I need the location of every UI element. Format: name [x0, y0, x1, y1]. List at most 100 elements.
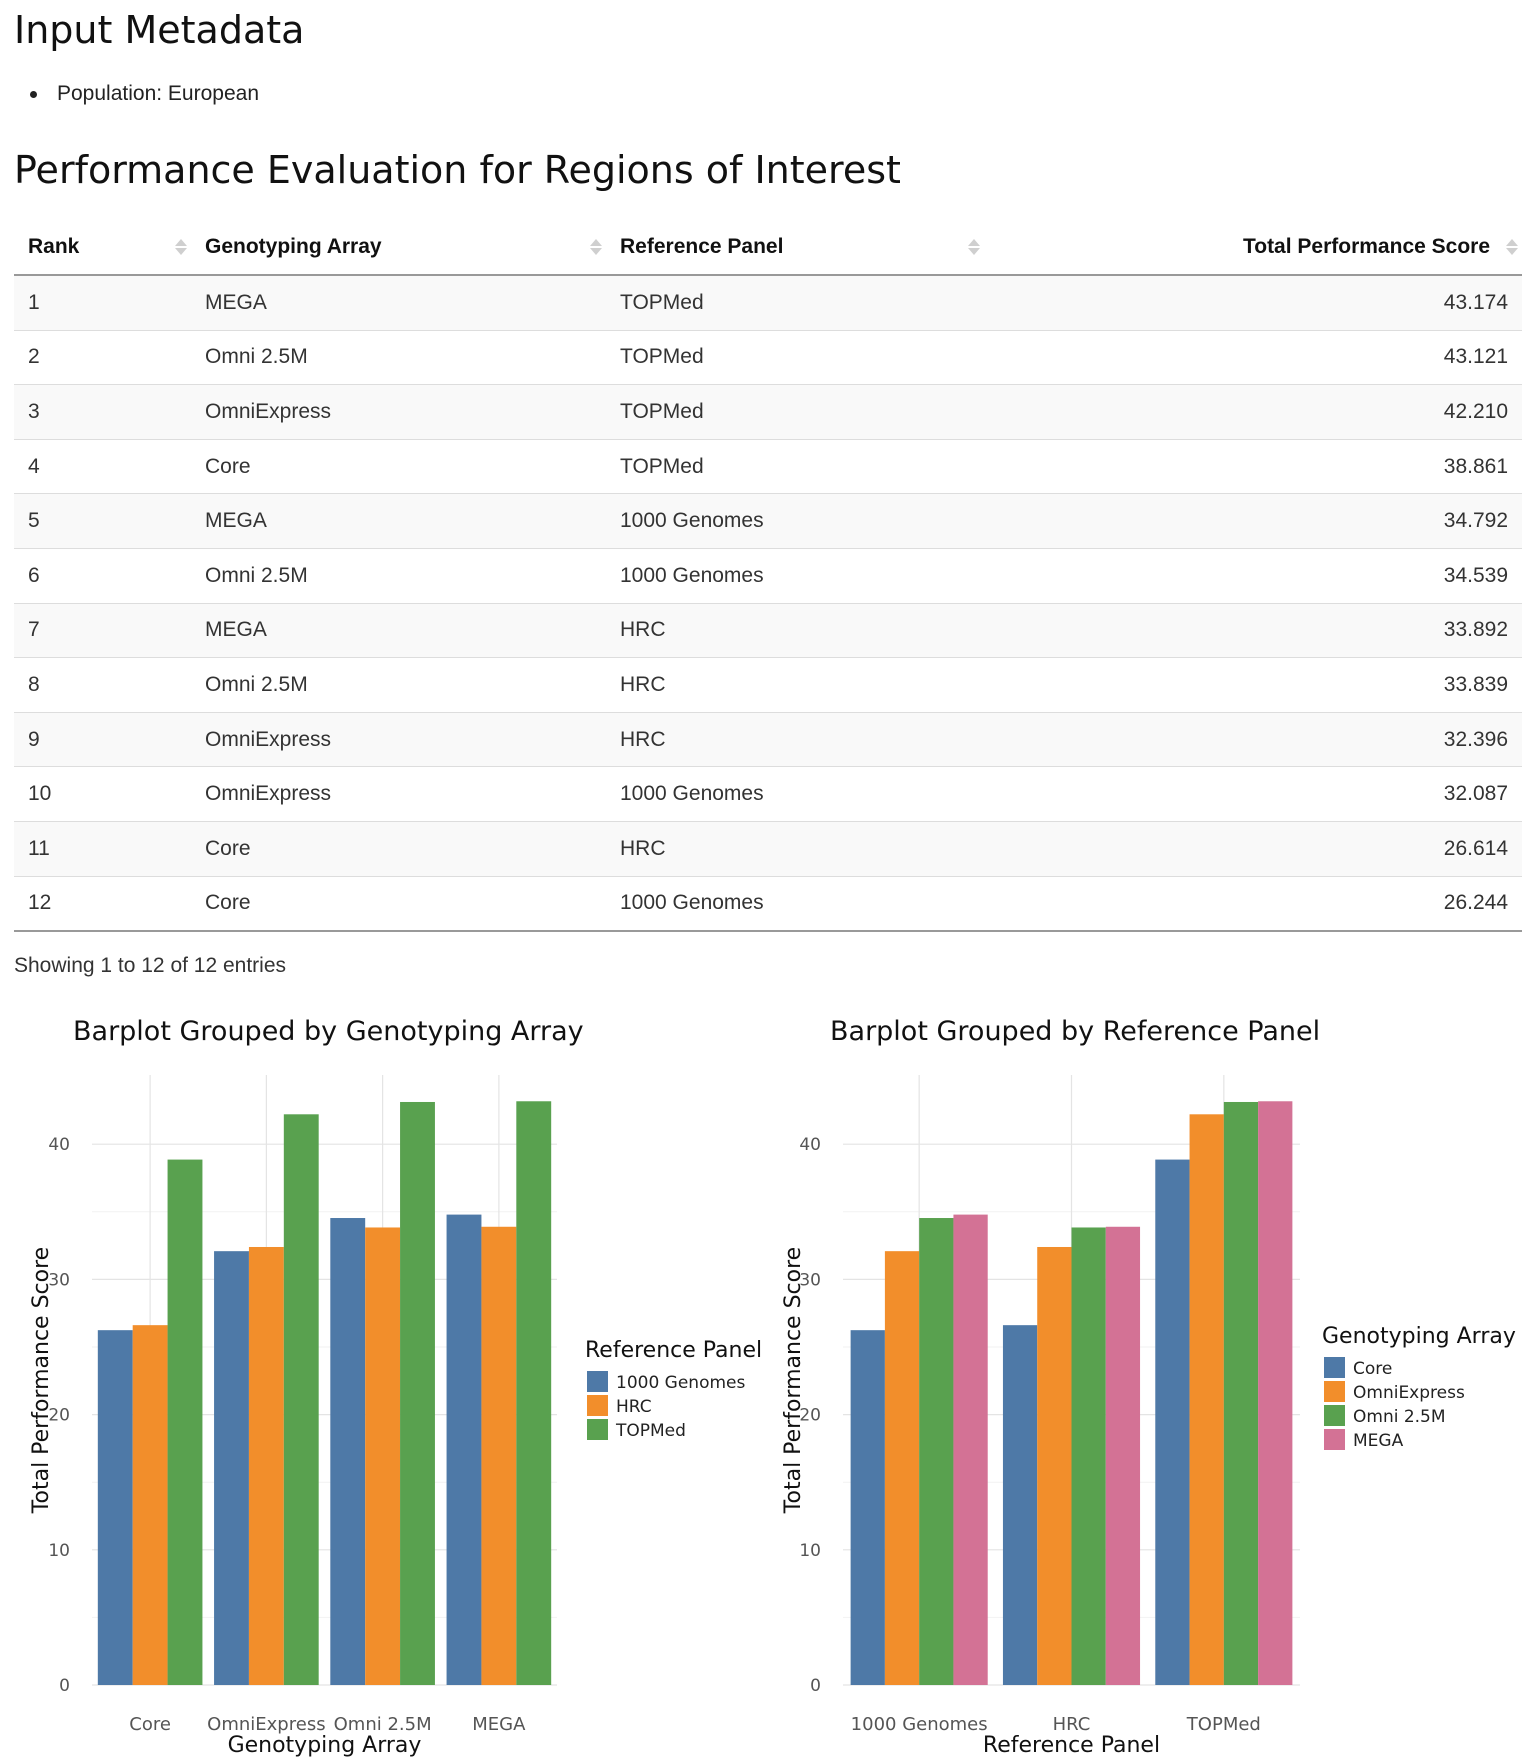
y-axis-label: Total Performance Score	[781, 1247, 806, 1514]
legend-entry: OmniExpress	[1353, 1383, 1465, 1403]
sort-icon	[968, 239, 980, 255]
y-tick-label: 40	[799, 1135, 821, 1155]
table-info: Showing 1 to 12 of 12 entries	[14, 954, 287, 977]
table-row: 7 MEGA HRC 33.892	[14, 603, 1522, 659]
table-header-row: Rank Genotyping Array Reference Panel To…	[14, 220, 1522, 276]
cell-total-performance-score: 32.396	[984, 712, 1522, 768]
column-header-label: Reference Panel	[620, 235, 784, 258]
legend-entry: TOPMed	[615, 1421, 686, 1441]
cell-total-performance-score: 43.121	[984, 330, 1522, 386]
bar	[132, 1325, 168, 1685]
legend-entry: Core	[1353, 1359, 1392, 1379]
cell-reference-panel: 1000 Genomes	[606, 766, 984, 822]
column-header-total-performance-score[interactable]: Total Performance Score	[984, 220, 1522, 276]
legend-swatch	[587, 1419, 608, 1440]
cell-rank: 7	[14, 603, 191, 659]
cell-reference-panel: TOPMed	[606, 275, 984, 331]
y-tick-label: 40	[48, 1135, 70, 1155]
cell-genotyping-array: Omni 2.5M	[191, 548, 606, 604]
y-tick-label: 20	[799, 1406, 821, 1426]
legend-entry: HRC	[616, 1397, 652, 1417]
cell-total-performance-score: 34.539	[984, 548, 1522, 604]
bar	[400, 1101, 435, 1685]
y-axis-label: Total Performance Score	[29, 1247, 54, 1514]
table-row: 3 OmniExpress TOPMed 42.210	[14, 384, 1522, 440]
cell-reference-panel: TOPMed	[606, 330, 984, 386]
sort-icon	[1506, 239, 1518, 255]
cell-total-performance-score: 42.210	[984, 384, 1522, 440]
cell-reference-panel: HRC	[606, 712, 984, 768]
cell-reference-panel: TOPMed	[606, 439, 984, 495]
column-header-genotyping-array[interactable]: Genotyping Array	[191, 220, 606, 276]
cell-genotyping-array: Core	[191, 821, 606, 877]
x-axis-label: Reference Panel	[983, 1733, 1160, 1758]
legend-entry: Omni 2.5M	[1353, 1407, 1446, 1427]
bar	[850, 1330, 885, 1685]
cell-total-performance-score: 26.614	[984, 821, 1522, 877]
column-header-reference-panel[interactable]: Reference Panel	[606, 220, 984, 276]
bar	[1223, 1101, 1259, 1685]
x-tick-label: HRC	[1053, 1714, 1091, 1735]
x-tick-label: OmniExpress	[207, 1714, 325, 1735]
bar	[97, 1330, 133, 1685]
performance-heading: Performance Evaluation for Regions of In…	[14, 148, 901, 192]
bar	[481, 1226, 517, 1685]
cell-genotyping-array: Omni 2.5M	[191, 330, 606, 386]
sort-icon	[175, 239, 187, 255]
bar	[1105, 1226, 1141, 1685]
metadata-item: Population: European	[30, 82, 259, 106]
bar	[884, 1251, 920, 1685]
bar	[516, 1101, 552, 1685]
legend-swatch	[1324, 1405, 1345, 1426]
cell-reference-panel: 1000 Genomes	[606, 493, 984, 549]
legend-entry: MEGA	[1353, 1431, 1404, 1451]
table-row: 1 MEGA TOPMed 43.174	[14, 275, 1522, 331]
chart-title: Barplot Grouped by Genotyping Array	[73, 1016, 584, 1047]
cell-genotyping-array: MEGA	[191, 275, 606, 331]
bar	[283, 1114, 319, 1685]
cell-rank: 11	[14, 821, 191, 877]
bar	[1189, 1114, 1224, 1685]
cell-total-performance-score: 26.244	[984, 876, 1522, 933]
table-row: 5 MEGA 1000 Genomes 34.792	[14, 493, 1522, 549]
cell-total-performance-score: 33.892	[984, 603, 1522, 659]
table-row: 4 Core TOPMed 38.861	[14, 439, 1522, 495]
cell-genotyping-array: OmniExpress	[191, 712, 606, 768]
x-axis-label: Genotyping Array	[228, 1733, 422, 1758]
bar	[1258, 1101, 1293, 1685]
cell-reference-panel: 1000 Genomes	[606, 876, 984, 933]
table-row: 11 Core HRC 26.614	[14, 821, 1522, 877]
bar	[919, 1218, 954, 1685]
metadata-heading: Input Metadata	[14, 8, 305, 52]
bar	[1071, 1227, 1106, 1685]
legend-entry: 1000 Genomes	[616, 1373, 745, 1393]
cell-rank: 6	[14, 548, 191, 604]
cell-total-performance-score: 33.839	[984, 657, 1522, 713]
legend-swatch	[1324, 1357, 1345, 1378]
y-tick-label: 10	[48, 1541, 70, 1561]
column-header-label: Rank	[28, 235, 80, 258]
table-row: 12 Core 1000 Genomes 26.244	[14, 876, 1522, 933]
cell-genotyping-array: Omni 2.5M	[191, 657, 606, 713]
cell-reference-panel: HRC	[606, 603, 984, 659]
bar	[1037, 1246, 1072, 1685]
performance-table: Rank Genotyping Array Reference Panel To…	[14, 220, 1522, 933]
bar	[248, 1246, 284, 1685]
bar	[365, 1227, 401, 1685]
cell-total-performance-score: 32.087	[984, 766, 1522, 822]
barplot-by-genotyping-array: Core OmniExpress Omni 2.5M MEGA 0 10 20 30 40 Bar…	[29, 1016, 762, 1758]
cell-reference-panel: TOPMed	[606, 384, 984, 440]
legend-title: Genotyping Array	[1322, 1324, 1516, 1349]
cell-rank: 9	[14, 712, 191, 768]
y-tick-label: 30	[48, 1270, 70, 1290]
column-header-label: Genotyping Array	[205, 235, 382, 258]
cell-genotyping-array: OmniExpress	[191, 766, 606, 822]
cell-reference-panel: HRC	[606, 821, 984, 877]
x-tick-label: MEGA	[472, 1714, 526, 1735]
bar	[446, 1214, 482, 1685]
table-body: 1 MEGA TOPMed 43.174 2 Omni 2.5M TOPMed 43.121 3…	[14, 275, 1522, 933]
cell-genotyping-array: Core	[191, 439, 606, 495]
table-row: 10 OmniExpress 1000 Genomes 32.087	[14, 766, 1522, 822]
column-header-rank[interactable]: Rank	[14, 220, 191, 276]
bar	[1002, 1325, 1038, 1685]
